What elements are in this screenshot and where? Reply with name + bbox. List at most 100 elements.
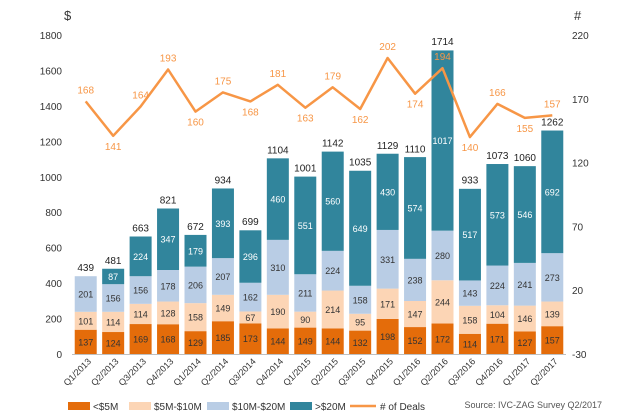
bar-seg-2-12 — [404, 258, 427, 302]
bar-seg-0-16 — [513, 331, 536, 354]
left-tick-label-5: 1000 — [40, 173, 63, 184]
seg-label-2-16: 241 — [517, 280, 532, 290]
seg-label-1-9: 214 — [325, 305, 340, 315]
bar-seg-0-13 — [431, 323, 454, 354]
deals-label-3: 193 — [160, 53, 177, 64]
bar-seg-1-5 — [211, 294, 234, 322]
legend: <$5M $5M-$10M $10M-$20M >$20M # of Deals — [68, 402, 425, 413]
bar-seg-0-2 — [129, 324, 152, 354]
left-axis-unit: $ — [64, 8, 72, 23]
seg-label-1-0: 101 — [78, 316, 93, 326]
seg-label-3-14: 517 — [462, 230, 477, 240]
seg-label-0-14: 114 — [463, 339, 477, 349]
deals-line — [84, 56, 553, 139]
deals-label-17: 157 — [544, 99, 561, 110]
bar-seg-0-17 — [541, 326, 564, 354]
seg-label-0-8: 149 — [298, 336, 313, 346]
bar-seg-0-0 — [74, 329, 97, 354]
bar-seg-0-5 — [211, 321, 234, 354]
x-tick-label-11: Q4/2015 — [364, 356, 395, 387]
deals-label-7: 181 — [269, 69, 286, 80]
x-tick-label-16: Q1/2017 — [501, 356, 532, 387]
seg-label-2-13: 280 — [435, 251, 450, 261]
x-tick-label-5: Q2/2014 — [199, 356, 230, 387]
seg-label-2-8: 211 — [298, 288, 312, 298]
total-label-12: 1110 — [405, 144, 426, 155]
seg-label-2-11: 331 — [380, 255, 395, 265]
bar-seg-0-14 — [458, 333, 481, 354]
seg-label-1-15: 104 — [490, 310, 505, 320]
bar-seg-2-10 — [349, 285, 372, 314]
total-label-6: 699 — [242, 217, 259, 228]
seg-label-2-10: 158 — [353, 295, 368, 305]
bar-seg-1-3 — [157, 301, 180, 325]
left-y-axis: 0 200 400 600 800 1000 1200 1400 1600 1800 — [40, 31, 63, 361]
bar-seg-2-15 — [486, 265, 509, 306]
segment-labels: 137 101 201 124 114 156 87 169 114 156 224 168 128 17… — [78, 136, 560, 349]
bar-seg-2-6 — [239, 282, 262, 312]
bar-seg-2-16 — [513, 262, 536, 306]
seg-label-3-9: 560 — [325, 197, 340, 207]
seg-label-1-14: 158 — [462, 315, 477, 325]
total-label-4: 672 — [187, 222, 204, 233]
bar-seg-0-7 — [266, 328, 289, 354]
bar-seg-0-12 — [404, 327, 427, 354]
seg-label-3-6: 296 — [243, 252, 258, 262]
bar-seg-3-1 — [102, 268, 125, 285]
bar-seg-1-7 — [266, 294, 289, 329]
seg-label-0-1: 124 — [106, 339, 121, 349]
total-label-5: 934 — [215, 175, 232, 186]
total-label-3: 821 — [160, 196, 177, 207]
legend-label-deals: # of Deals — [380, 402, 425, 413]
right-tick-label-0: -30 — [572, 350, 587, 361]
seg-label-2-12: 238 — [408, 275, 423, 285]
bar-seg-1-11 — [376, 288, 399, 319]
bar-seg-3-13 — [431, 50, 454, 231]
right-tick-label-2: 70 — [572, 222, 584, 233]
seg-label-3-13: 1017 — [432, 136, 452, 146]
seg-label-1-11: 171 — [380, 299, 395, 309]
stacked-bars — [74, 50, 564, 354]
x-tick-label-2: Q3/2013 — [117, 356, 148, 387]
bar-seg-2-7 — [266, 239, 289, 295]
total-label-14: 933 — [462, 176, 479, 187]
seg-label-1-13: 244 — [435, 297, 450, 307]
bar-seg-1-14 — [458, 305, 481, 334]
legend-swatch-5m-10m — [129, 402, 151, 410]
seg-label-2-0: 201 — [78, 290, 93, 300]
seg-label-0-0: 137 — [78, 337, 93, 347]
bar-seg-1-1 — [102, 311, 125, 333]
total-label-16: 1060 — [514, 153, 537, 164]
total-label-2: 663 — [132, 224, 149, 235]
deals-line-series — [84, 56, 553, 139]
right-tick-label-5: 220 — [572, 31, 589, 42]
total-label-0: 439 — [77, 263, 94, 274]
deals-label-1: 141 — [105, 142, 122, 153]
right-axis-unit: # — [574, 8, 582, 23]
seg-label-1-10: 95 — [355, 318, 365, 328]
deals-label-9: 179 — [324, 71, 341, 82]
left-tick-label-1: 200 — [45, 315, 62, 326]
bar-seg-2-14 — [458, 280, 481, 306]
seg-label-3-4: 179 — [188, 246, 203, 256]
total-label-1: 481 — [105, 256, 122, 267]
bar-seg-3-9 — [321, 151, 344, 251]
bar-seg-3-8 — [294, 176, 317, 275]
left-tick-label-6: 1200 — [40, 137, 63, 148]
right-tick-label-4: 170 — [572, 95, 589, 106]
bar-seg-0-4 — [184, 331, 207, 354]
bar-seg-3-5 — [211, 188, 234, 259]
seg-label-0-6: 173 — [243, 334, 258, 344]
bar-seg-0-15 — [486, 323, 509, 354]
left-tick-label-9: 1800 — [40, 31, 63, 42]
legend-swatch-gt20m — [290, 402, 312, 410]
legend-label-10m-20m: $10M-$20M — [232, 402, 285, 413]
left-tick-label-4: 800 — [45, 208, 62, 219]
x-tick-label-15: Q4/2016 — [473, 356, 504, 387]
seg-label-0-3: 168 — [161, 335, 176, 345]
bar-seg-1-16 — [513, 305, 536, 332]
seg-label-0-7: 144 — [270, 337, 285, 347]
x-tick-label-10: Q3/2015 — [336, 356, 367, 387]
bar-seg-2-8 — [294, 274, 317, 312]
deals-label-12: 174 — [407, 100, 424, 111]
